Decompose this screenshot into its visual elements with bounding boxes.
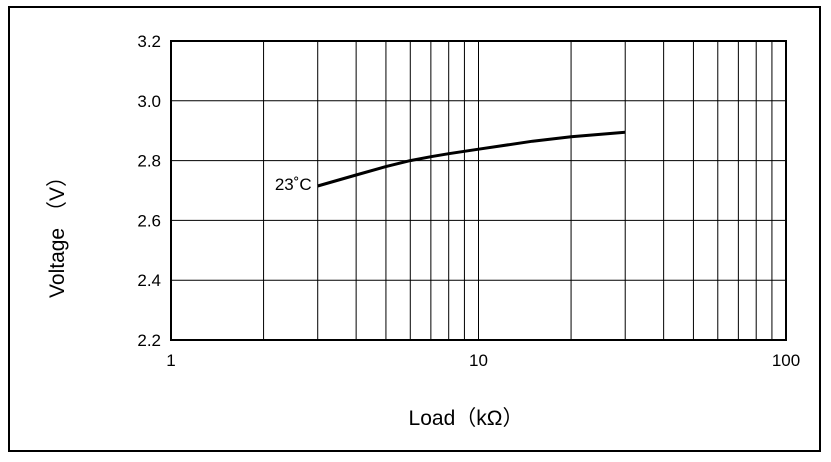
grid-lines xyxy=(171,40,786,341)
y-tick-label: 2.2 xyxy=(137,331,161,350)
y-tick-label: 3.0 xyxy=(137,92,161,111)
x-axis-title: Load（kΩ） xyxy=(409,407,524,430)
y-axis-title: Voltage （V） xyxy=(46,166,69,298)
x-tick-labels: 1 10 100 xyxy=(166,351,800,370)
x-tick-label: 10 xyxy=(469,351,488,370)
y-tick-label: 2.8 xyxy=(137,152,161,171)
y-tick-label: 3.2 xyxy=(137,32,161,51)
plot-area xyxy=(170,40,787,341)
y-tick-label: 2.6 xyxy=(137,211,161,230)
series-line-23c xyxy=(317,130,626,188)
x-tick-label: 1 xyxy=(166,351,175,370)
chart-frame xyxy=(8,6,821,452)
y-tick-label: 2.4 xyxy=(137,271,161,290)
y-tick-labels: 3.2 3.0 2.8 2.6 2.4 2.2 xyxy=(137,32,161,350)
series-label-23c: 23˚C xyxy=(275,175,312,194)
x-tick-label: 100 xyxy=(772,351,800,370)
